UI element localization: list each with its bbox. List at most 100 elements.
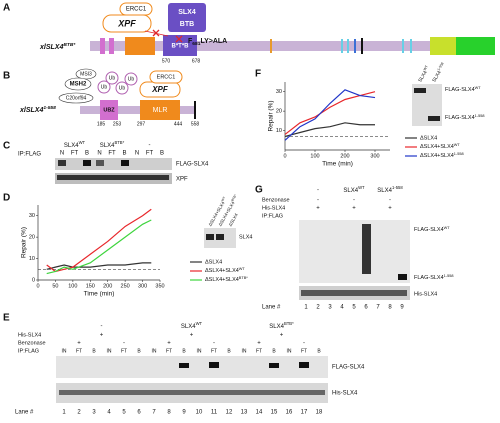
- superscript: BTB*: [114, 140, 124, 145]
- band: [96, 160, 104, 166]
- y-tick-label: 20: [29, 235, 35, 241]
- panel-label: E: [3, 313, 10, 324]
- label: FLAG-SLX4WT: [414, 226, 450, 233]
- label: 10: [196, 410, 203, 416]
- msh2-shape: [64, 77, 92, 91]
- label: XPF: [117, 18, 136, 28]
- y-tick-label: 10: [276, 128, 282, 134]
- legend-label: ΔSLX4: [205, 259, 222, 265]
- label: IN: [62, 348, 67, 354]
- blot: [56, 356, 328, 378]
- x-tick-label: 300: [138, 283, 147, 289]
- label: -: [101, 324, 103, 330]
- label: B*T*B: [171, 44, 189, 50]
- subscript: 681: [192, 41, 200, 47]
- superscript: WT: [239, 267, 246, 271]
- superscript: WT: [423, 64, 430, 71]
- label: 15: [271, 410, 278, 416]
- label: 7: [376, 305, 380, 311]
- c20orf94-shape: [58, 92, 94, 104]
- motif: [341, 39, 343, 53]
- superscript: WT: [454, 143, 461, 147]
- label: 4: [107, 410, 111, 416]
- protein-bar: [90, 41, 495, 51]
- x-tick-label: 0: [283, 153, 286, 159]
- motif: [410, 39, 412, 53]
- label: ERCC1: [157, 74, 176, 80]
- label-part: SLX4: [418, 70, 429, 84]
- label-part: SLX4: [64, 143, 79, 149]
- label: MLR: [153, 107, 168, 114]
- label-part: SLX4: [100, 143, 115, 149]
- label: MSI3: [80, 71, 92, 77]
- label: 185: [97, 121, 106, 127]
- label: 5: [352, 305, 356, 311]
- label: C20orf94: [66, 95, 87, 101]
- label: FLAG-SLX4: [332, 365, 365, 371]
- x-tick-label: 200: [340, 153, 349, 159]
- label: +: [77, 341, 81, 347]
- legend-label: ΔSLX4+SLX4WT: [205, 267, 245, 274]
- label: 16: [286, 410, 293, 416]
- label: IN: [197, 348, 202, 354]
- protein-bar: [80, 106, 196, 114]
- label: FLAG-SLX4WT: [445, 86, 481, 93]
- label: 1: [62, 410, 66, 416]
- motif: [347, 39, 349, 53]
- domain: [430, 37, 456, 55]
- panel-label: B: [3, 71, 10, 82]
- label: MSH2: [70, 82, 87, 88]
- legend-label: ΔSLX4+SLX41-558: [420, 152, 464, 159]
- superscript: WT: [475, 86, 482, 90]
- label: -: [123, 341, 125, 347]
- y-tick-label: 0: [32, 277, 35, 283]
- label: FT: [146, 151, 154, 157]
- domain: [100, 38, 105, 54]
- label: B: [160, 151, 164, 157]
- label: IN: [242, 348, 247, 354]
- label: +: [388, 206, 392, 212]
- band: [179, 363, 189, 368]
- label-part: xlSLX4: [19, 107, 43, 114]
- label: FT: [211, 348, 217, 354]
- superscript: 1-558: [444, 274, 454, 278]
- label: FT: [121, 348, 127, 354]
- label: SLX4WT: [416, 64, 432, 84]
- label: Benzonase: [18, 340, 46, 346]
- domain: [125, 37, 155, 55]
- x-tick-label: 350: [155, 283, 164, 289]
- label: xlSLX41-558: [19, 105, 56, 114]
- label-part: xlSLX4: [39, 44, 63, 51]
- label: XPF: [176, 177, 188, 183]
- band: [58, 160, 66, 166]
- band: [428, 116, 440, 121]
- x-tick-label: 100: [68, 283, 77, 289]
- line-series: [284, 89, 376, 141]
- motif: [361, 38, 363, 54]
- label: Ub: [109, 75, 116, 81]
- label: 17: [301, 410, 308, 416]
- label: 444: [174, 121, 183, 127]
- superscript: WT: [358, 185, 365, 190]
- label: 3: [92, 410, 96, 416]
- slx4-btb-box: [168, 3, 206, 32]
- label: SLX41-558: [377, 185, 403, 194]
- label-part: SLX4: [377, 188, 392, 194]
- motif: [270, 39, 272, 53]
- x-tick-label: 250: [121, 283, 130, 289]
- label-part: FLAG-SLX4: [445, 115, 475, 121]
- label-part: ΔSLX4+SLX4: [420, 144, 454, 150]
- panel-label: D: [3, 193, 10, 204]
- label: 2: [77, 410, 81, 416]
- label: +: [352, 206, 356, 212]
- motif: [354, 39, 356, 53]
- ubz-domain: [100, 100, 118, 120]
- superscript: BTB*: [230, 193, 238, 202]
- y-tick-label: 10: [29, 256, 35, 262]
- superscript: 1-558: [43, 105, 56, 111]
- label: 12: [226, 410, 233, 416]
- band: [209, 362, 219, 368]
- btb-domain: [163, 35, 197, 56]
- label: B: [272, 348, 276, 354]
- x-tick-label: 200: [103, 283, 112, 289]
